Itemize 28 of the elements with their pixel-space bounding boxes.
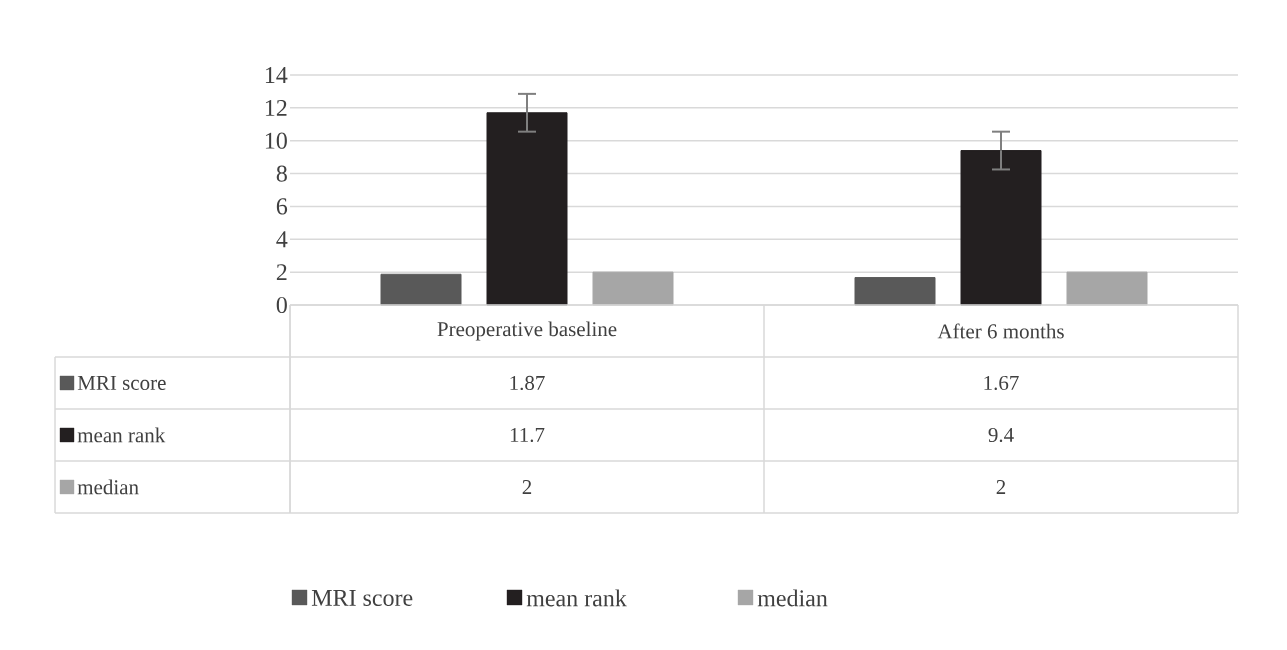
- y-tick-label: 2: [276, 264, 287, 281]
- bar: [1066, 271, 1148, 306]
- legend-label: MRI score: [77, 376, 166, 390]
- legend-label: median: [757, 589, 828, 607]
- data-label: 9.4: [988, 427, 1014, 443]
- y-tick-label: 0: [276, 296, 287, 314]
- x-tick-label: Preoperative baseline: [437, 321, 617, 341]
- y-tick-label: 14: [265, 67, 288, 83]
- x-tick-label: After 6 months: [937, 323, 1064, 339]
- legend-label: mean rank: [526, 589, 627, 607]
- y-tick-label: 12: [265, 99, 287, 116]
- bar: [854, 277, 936, 306]
- data-label: 2: [996, 480, 1006, 494]
- y-tick-label: 10: [265, 132, 287, 149]
- y-tick-label: 6: [276, 198, 288, 215]
- y-tick-label: 8: [276, 165, 287, 182]
- bar: [486, 112, 568, 306]
- text: MRI score: [311, 590, 413, 606]
- text: mean rank: [77, 427, 166, 443]
- data-label: 11.7: [510, 427, 545, 443]
- bar: [960, 150, 1042, 306]
- bar: [380, 273, 462, 306]
- text: median: [77, 479, 139, 495]
- bar: [592, 271, 674, 306]
- data-label: 2: [522, 480, 532, 494]
- y-tick-label: 4: [276, 231, 288, 248]
- data-label: 1.67: [984, 375, 1019, 391]
- data-label: 1.87: [510, 375, 545, 391]
